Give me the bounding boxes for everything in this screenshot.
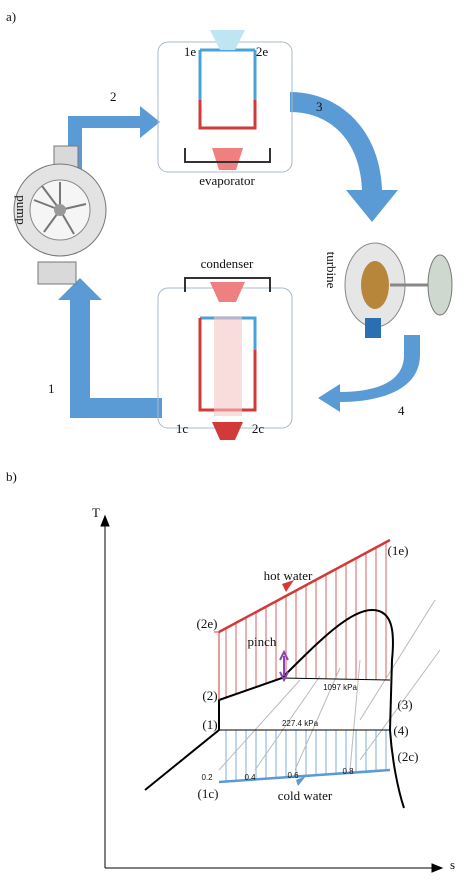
pressure-label: 227.4 kPa [282,719,319,728]
axes-part [432,864,442,872]
evaporator-box [158,30,292,172]
state-label: 1 [48,381,55,396]
point-label: (3) [397,697,412,712]
state-label: 3 [316,99,323,114]
pump-icon-part [38,262,76,284]
point-label: (1c) [198,786,219,801]
flow-arrows-part [318,335,420,412]
evaporator-label: evaporator [199,173,255,188]
state-label: 4 [398,403,405,418]
turbine-label: turbine [324,252,339,289]
evaporator-outlet: 2e [256,44,269,59]
quality-label: 0.4 [244,773,256,782]
pressure-label: 1097 kPa [323,683,357,692]
point-label: (2e) [197,616,218,631]
pump-label: pump [14,195,29,225]
panel-label: a) [6,9,16,24]
quality-label: 0.2 [201,773,213,782]
pump-icon-part [54,204,66,216]
evaporator-box-part [200,50,255,100]
point-label: (2c) [398,749,419,764]
evaporator-box-part [200,100,255,128]
x-axis-label: s [450,857,455,872]
point-label: (1) [202,717,217,732]
condenser-box-part [210,282,245,302]
flow-arrows-part [290,92,398,222]
figure: a) pump 1e 2e evaporator turbine [0,0,470,884]
condenser-box-part [212,422,243,440]
evaporator-box-part [210,30,245,50]
condenser-box [158,278,292,440]
cycle-lines-part [219,540,390,632]
condenser-outlet: 2c [252,421,265,436]
pinch-label: pinch [248,634,277,649]
turbine-icon-part [428,255,452,315]
condenser-box-part [214,316,242,416]
condenser-inlet: 1c [176,421,189,436]
point-label: (1e) [388,543,409,558]
hot-water-label: hot water [264,568,313,583]
point-label: (4) [393,723,408,738]
y-axis-label: T [92,505,100,520]
turbine-icon-part [365,318,381,338]
cold-water-label: cold water [278,788,333,803]
flow-arrows-part [58,278,162,418]
point-label: (2) [202,688,217,703]
state-label: 2 [110,89,117,104]
panel-label: b) [6,469,17,484]
quality-label: 0.8 [342,767,354,776]
turbine-icon [345,243,452,338]
axes-part [101,516,109,526]
quality-lines-part [350,660,360,770]
evaporator-inlet: 1e [184,44,197,59]
flow-arrows-part [68,106,160,170]
turbine-icon-part [361,261,389,309]
condenser-label: condenser [201,256,254,271]
quality-label: 0.6 [287,771,299,780]
evaporator-box-part [212,148,243,170]
